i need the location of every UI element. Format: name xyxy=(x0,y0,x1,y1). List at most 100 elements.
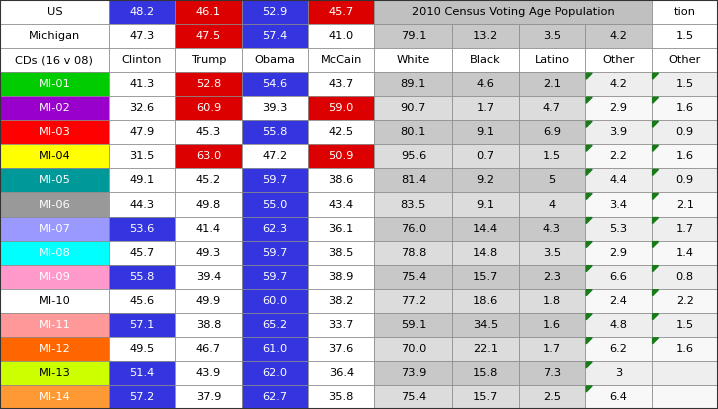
Bar xyxy=(0,72,109,96)
Bar xyxy=(452,120,518,144)
Bar xyxy=(109,265,175,289)
Text: White: White xyxy=(397,55,430,65)
Text: 14.4: 14.4 xyxy=(473,224,498,234)
Polygon shape xyxy=(586,266,592,272)
Bar xyxy=(175,169,242,193)
Bar xyxy=(651,144,718,169)
Polygon shape xyxy=(653,193,658,200)
Text: 59.0: 59.0 xyxy=(329,103,354,113)
Bar xyxy=(109,385,175,409)
Text: 37.6: 37.6 xyxy=(329,344,354,354)
Text: MI-10: MI-10 xyxy=(39,296,70,306)
Text: 76.0: 76.0 xyxy=(401,224,426,234)
Text: 57.1: 57.1 xyxy=(129,320,154,330)
Bar xyxy=(0,361,109,385)
Text: 50.9: 50.9 xyxy=(329,151,354,162)
Bar xyxy=(308,337,375,361)
Text: 14.8: 14.8 xyxy=(473,247,498,258)
Text: 2.2: 2.2 xyxy=(610,151,628,162)
Bar xyxy=(651,72,718,96)
Text: 45.6: 45.6 xyxy=(129,296,154,306)
Text: MI-13: MI-13 xyxy=(39,368,70,378)
Text: Obama: Obama xyxy=(254,55,295,65)
Bar xyxy=(242,265,308,289)
Bar xyxy=(0,216,109,240)
Bar xyxy=(375,289,452,313)
Text: 45.2: 45.2 xyxy=(196,175,221,185)
Bar xyxy=(452,265,518,289)
Text: 38.9: 38.9 xyxy=(329,272,354,282)
Text: 59.7: 59.7 xyxy=(262,175,287,185)
Bar xyxy=(109,120,175,144)
Bar xyxy=(585,337,651,361)
Bar xyxy=(308,361,375,385)
Bar xyxy=(651,289,718,313)
Text: 2.2: 2.2 xyxy=(676,296,694,306)
Text: MI-05: MI-05 xyxy=(39,175,70,185)
Text: 2.1: 2.1 xyxy=(543,79,561,89)
Polygon shape xyxy=(586,242,592,247)
Bar xyxy=(452,361,518,385)
Bar xyxy=(0,24,109,48)
Text: Trump: Trump xyxy=(191,55,226,65)
Text: 1.5: 1.5 xyxy=(676,31,694,41)
Text: 38.5: 38.5 xyxy=(329,247,354,258)
Text: 81.4: 81.4 xyxy=(401,175,426,185)
Text: 1.7: 1.7 xyxy=(477,103,495,113)
Bar xyxy=(109,169,175,193)
Text: 2.9: 2.9 xyxy=(610,103,628,113)
Text: 78.8: 78.8 xyxy=(401,247,426,258)
Bar xyxy=(518,385,585,409)
Text: 49.3: 49.3 xyxy=(196,247,221,258)
Text: 35.8: 35.8 xyxy=(329,392,354,402)
Bar xyxy=(242,169,308,193)
Text: 7.3: 7.3 xyxy=(543,368,561,378)
Bar xyxy=(518,72,585,96)
Text: 1.6: 1.6 xyxy=(543,320,561,330)
Bar xyxy=(651,265,718,289)
Polygon shape xyxy=(653,218,658,224)
Bar xyxy=(242,216,308,240)
Text: 6.2: 6.2 xyxy=(610,344,628,354)
Bar xyxy=(375,169,452,193)
Text: 4.2: 4.2 xyxy=(610,79,628,89)
Text: 42.5: 42.5 xyxy=(329,127,354,137)
Bar xyxy=(585,96,651,120)
Text: MI-07: MI-07 xyxy=(39,224,70,234)
Bar xyxy=(0,193,109,216)
Bar xyxy=(452,48,518,72)
Bar xyxy=(651,313,718,337)
Text: 90.7: 90.7 xyxy=(401,103,426,113)
Bar xyxy=(651,216,718,240)
Text: Black: Black xyxy=(470,55,501,65)
Polygon shape xyxy=(653,242,658,247)
Bar xyxy=(518,96,585,120)
Text: Michigan: Michigan xyxy=(29,31,80,41)
Bar xyxy=(651,169,718,193)
Text: 80.1: 80.1 xyxy=(401,127,426,137)
Bar xyxy=(651,361,718,385)
Text: 1.7: 1.7 xyxy=(543,344,561,354)
Bar xyxy=(651,240,718,265)
Text: 18.6: 18.6 xyxy=(473,296,498,306)
Polygon shape xyxy=(586,73,592,79)
Text: 45.3: 45.3 xyxy=(196,127,221,137)
Bar xyxy=(109,289,175,313)
Bar xyxy=(175,96,242,120)
Text: MI-08: MI-08 xyxy=(39,247,70,258)
Bar xyxy=(375,361,452,385)
Text: 43.9: 43.9 xyxy=(196,368,221,378)
Polygon shape xyxy=(586,193,592,200)
Bar xyxy=(175,144,242,169)
Bar xyxy=(308,289,375,313)
Bar xyxy=(242,193,308,216)
Bar xyxy=(242,361,308,385)
Bar xyxy=(109,361,175,385)
Text: MI-03: MI-03 xyxy=(39,127,70,137)
Polygon shape xyxy=(586,290,592,296)
Text: 75.4: 75.4 xyxy=(401,272,426,282)
Text: 47.9: 47.9 xyxy=(129,127,154,137)
Text: 6.9: 6.9 xyxy=(543,127,561,137)
Text: 41.3: 41.3 xyxy=(129,79,154,89)
Text: 36.4: 36.4 xyxy=(329,368,354,378)
